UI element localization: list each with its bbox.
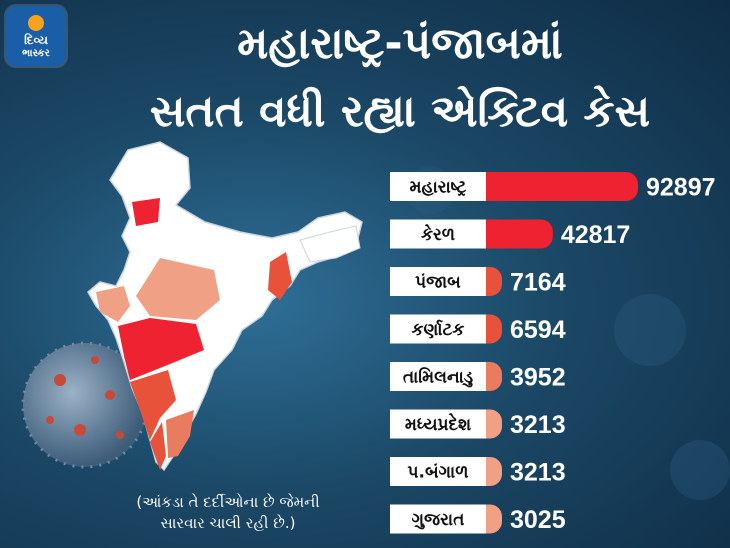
category-label: મહારાષ્ટ્ર [410,178,467,198]
sun-icon [28,15,44,31]
headline-line-1: મહારાષ્ટ્ર-પંજાબમાં [237,18,563,69]
headline-line-2: સતત વધી રહ્યા એક્ટિવ કેસ [149,86,651,137]
footnote: (આંકડા તે દર્દીઓના છે જેમની સારવાર ચાલી … [88,492,368,534]
category-label: કર્ણાટક [412,319,465,340]
value-label: 92897 [646,174,716,202]
value-label: 7164 [510,269,566,297]
state-madhya-pradesh [136,258,220,320]
category-label: કેરળ [421,223,455,245]
value-label: 3952 [510,364,566,392]
category-label-box [390,219,486,249]
state-gujarat [96,286,130,322]
footnote-line-2: સારવાર ચાલી રહી છે.) [160,514,296,532]
logo-line-1: દિવ્ય [24,33,48,47]
state-karnataka [130,370,176,440]
footnote-line-1: (આંકડા તે દર્દીઓના છે જેમની [136,493,320,511]
category-label-box [390,409,486,439]
brand-logo: દિવ્ય ભાસ્કર [6,6,66,66]
state-highlights [96,198,292,470]
category-label: પ.બંગાળ [408,463,469,483]
category-label: મધ્યપ્રદેશ [405,412,471,435]
value-label: 42817 [561,221,631,249]
state-tamil-nadu [166,410,194,458]
category-label-box [390,457,486,486]
state-punjab [132,198,160,226]
category-label-box [390,267,486,296]
category-label-box [390,314,486,344]
value-label: 3025 [510,506,566,534]
logo-line-2: ભાસ્કર [22,48,50,59]
state-maharashtra [118,318,204,380]
value-label: 3213 [510,411,566,439]
category-label-box [390,504,486,534]
category-label-box [390,362,486,391]
category-label: ગુજરાત [412,510,465,530]
category-label: પંજાબ [415,273,461,293]
value-label: 3213 [510,459,566,487]
state-kerala [150,422,166,470]
bar [470,172,638,201]
bar [470,219,553,249]
category-label: તામિલનાડુ [403,367,473,388]
state-west-bengal [268,252,292,300]
category-label-box [390,172,486,201]
value-label: 6594 [510,316,566,344]
